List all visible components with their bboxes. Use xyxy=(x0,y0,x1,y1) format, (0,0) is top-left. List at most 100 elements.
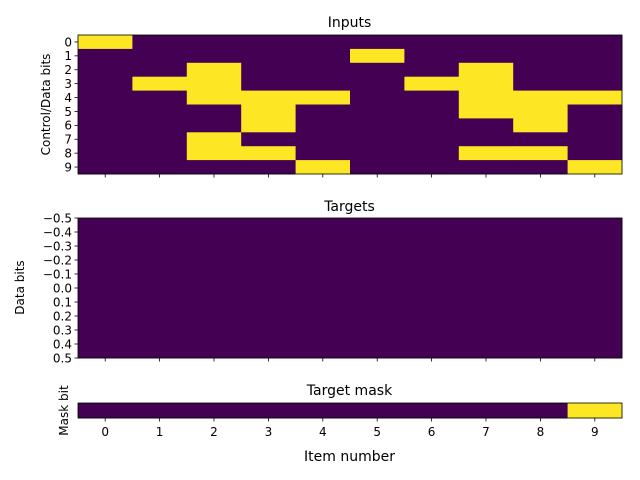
target-mask-panel: Target mask Mask bit 0 1 2 3 4 5 6 7 8 9 Item num… xyxy=(57,383,623,465)
inputs-cells xyxy=(78,35,623,175)
heatmap-cell xyxy=(78,62,133,78)
y-tick-label: 0.5 xyxy=(53,351,72,365)
heatmap-cell xyxy=(350,218,405,359)
heatmap-cell xyxy=(132,146,188,161)
x-tick-label: 5 xyxy=(373,425,381,439)
targets-cells xyxy=(78,218,623,359)
heatmap-cell xyxy=(350,76,405,91)
y-tick-label: −0.4 xyxy=(43,225,72,239)
heatmap-cell xyxy=(186,146,242,161)
heatmap-cell xyxy=(404,35,460,50)
heatmap-cell xyxy=(78,118,133,133)
heatmap-cell xyxy=(567,48,623,64)
heatmap-cell xyxy=(295,35,351,50)
heatmap-cell xyxy=(458,403,514,419)
heatmap-cell xyxy=(404,90,460,105)
heatmap-cell xyxy=(404,218,460,359)
heatmap-cell xyxy=(567,118,623,133)
heatmap-cell xyxy=(513,218,568,359)
targets-title: Targets xyxy=(323,199,375,215)
heatmap-cell xyxy=(132,90,188,105)
x-tick-label: 6 xyxy=(428,425,436,439)
heatmap-cell xyxy=(295,62,351,78)
heatmap-cell xyxy=(458,160,514,175)
heatmap-cell xyxy=(350,146,405,161)
heatmap-cell xyxy=(295,90,351,105)
heatmap-cell xyxy=(186,104,242,119)
heatmap-cell xyxy=(458,132,514,147)
targets-panel: Targets Data bits −0.5−0.4−0.3−0.2−0.10.… xyxy=(13,199,623,365)
heatmap-cell xyxy=(186,132,242,147)
heatmap-cell xyxy=(458,48,514,64)
heatmap-cell xyxy=(513,146,568,161)
inputs-x-ticks xyxy=(104,174,596,178)
heatmap-cell xyxy=(78,146,133,161)
heatmap-cell xyxy=(295,76,351,91)
heatmap-cell xyxy=(404,62,460,78)
x-tick-label: 9 xyxy=(591,425,599,439)
heatmap-cell xyxy=(132,218,188,359)
heatmap-cell xyxy=(350,403,405,419)
heatmap-cell xyxy=(458,104,514,119)
heatmap-cell xyxy=(132,76,188,91)
heatmap-cell xyxy=(404,48,460,64)
y-tick-label: 0.0 xyxy=(53,281,72,295)
heatmap-cell xyxy=(350,48,405,64)
heatmap-cell xyxy=(567,90,623,105)
heatmap-cell xyxy=(186,160,242,175)
heatmap-cell xyxy=(241,76,296,91)
heatmap-cell xyxy=(350,160,405,175)
y-tick-label: −0.2 xyxy=(43,253,72,267)
targets-x-ticks xyxy=(104,358,596,362)
heatmap-cell xyxy=(241,160,296,175)
heatmap-cell xyxy=(513,62,568,78)
heatmap-cell xyxy=(458,146,514,161)
heatmap-cell xyxy=(458,90,514,105)
heatmap-cell xyxy=(132,48,188,64)
heatmap-cell xyxy=(567,403,623,419)
heatmap-cell xyxy=(567,132,623,147)
y-tick-label: 8 xyxy=(64,146,72,160)
heatmap-cell xyxy=(78,403,133,419)
y-tick-label: 2 xyxy=(64,63,72,77)
x-tick-label: 3 xyxy=(265,425,273,439)
heatmap-cell xyxy=(404,146,460,161)
heatmap-cell xyxy=(295,118,351,133)
heatmap-cell xyxy=(241,104,296,119)
heatmap-cell xyxy=(458,218,514,359)
target-mask-ylabel: Mask bit xyxy=(57,385,71,436)
y-tick-label: 6 xyxy=(64,119,72,133)
heatmap-cell xyxy=(513,90,568,105)
inputs-title: Inputs xyxy=(328,15,372,31)
heatmap-cell xyxy=(350,118,405,133)
heatmap-cell xyxy=(567,218,623,359)
heatmap-cell xyxy=(458,35,514,50)
heatmap-cell xyxy=(241,62,296,78)
y-tick-label: 0.4 xyxy=(53,337,72,351)
heatmap-cell xyxy=(78,90,133,105)
heatmap-cell xyxy=(241,146,296,161)
y-tick-label: 0.2 xyxy=(53,309,72,323)
heatmap-cell xyxy=(78,132,133,147)
heatmap-cell xyxy=(241,132,296,147)
heatmap-cell xyxy=(295,160,351,175)
heatmap-cell xyxy=(295,132,351,147)
x-tick-label: 7 xyxy=(482,425,490,439)
targets-frame xyxy=(77,217,623,359)
y-tick-label: 5 xyxy=(64,105,72,119)
target-mask-frame xyxy=(77,402,623,419)
heatmap-cell xyxy=(78,35,133,50)
x-tick-label: 2 xyxy=(210,425,218,439)
y-tick-label: 0.1 xyxy=(53,295,72,309)
heatmap-cell xyxy=(78,76,133,91)
heatmap-cell xyxy=(350,132,405,147)
heatmap-cell xyxy=(241,48,296,64)
heatmap-cell xyxy=(78,218,133,359)
heatmap-cell xyxy=(513,403,568,419)
x-tick-label: 1 xyxy=(156,425,164,439)
y-tick-label: 9 xyxy=(64,160,72,174)
heatmap-cell xyxy=(241,90,296,105)
